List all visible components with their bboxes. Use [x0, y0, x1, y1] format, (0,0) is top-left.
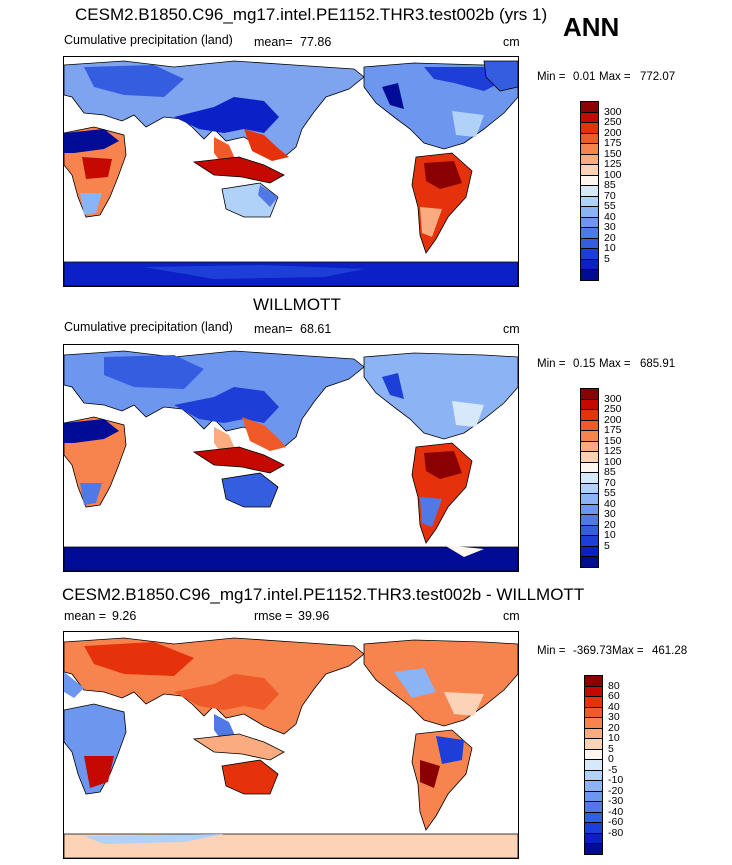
colorbar-tick-label: 40 — [604, 210, 616, 223]
colorbar-tick-label: -10 — [608, 774, 624, 786]
colorbar-tick-label: 100 — [604, 168, 622, 181]
panel1-colorbar: 300 250 200 175 150 125 100 85 70 55 40 30 20 10 5 — [580, 101, 640, 281]
panel2-max-value: 685.91 — [640, 358, 676, 370]
colorbar-tick-label: 85 — [604, 466, 616, 478]
panel2-map-canvas — [64, 350, 518, 571]
season-label: ANN — [563, 12, 620, 42]
colorbar-tick-label: 55 — [604, 200, 616, 212]
colorbar-tick-label: 20 — [608, 721, 620, 734]
colorbar-tick-label: 5 — [604, 252, 610, 265]
panel1-min-value: 0.01 — [573, 71, 596, 83]
colorbar-tick-label: 20 — [604, 231, 616, 244]
panel3-rmse-value: 39.96 — [298, 609, 330, 623]
panel1-map — [63, 56, 519, 287]
colorbar-swatch — [580, 556, 599, 568]
panel3-colorbar: 80 60 40 30 20 10 5 0 -5 -10 -20 -30 -40 -60 -80 — [584, 675, 644, 855]
colorbar-tick-label: 100 — [604, 455, 622, 468]
colorbar-tick-label: 60 — [608, 690, 620, 702]
panel3-max-label: Max = — [612, 645, 644, 657]
panel2-variable-label: Cumulative precipitation (land) — [64, 320, 233, 334]
panel1-units: cm — [503, 35, 520, 49]
colorbar-tick-label: 30 — [604, 221, 616, 233]
colorbar-tick-label: 150 — [604, 147, 622, 160]
panel3-min-value: -369.73 — [573, 645, 613, 657]
panel2-min-label: Min = — [537, 358, 566, 370]
panel1-max-value: 772.07 — [640, 71, 676, 83]
panel3-map — [63, 631, 519, 859]
panel1-mean-label: mean= — [254, 35, 293, 49]
panel3-map-canvas — [64, 637, 518, 858]
panel3-mean-label: mean = — [64, 609, 107, 623]
colorbar-tick-label: -80 — [608, 826, 624, 839]
colorbar-tick-label: 85 — [604, 179, 616, 191]
panel1-title: CESM2.B1850.C96_mg17.intel.PE1152.THR3.t… — [75, 5, 548, 24]
panel3-min-label: Min = — [537, 645, 566, 657]
colorbar-tick-label: -30 — [608, 795, 624, 807]
colorbar-tick-label: 30 — [604, 508, 616, 520]
panel2-units: cm — [503, 322, 520, 336]
colorbar-tick-label: 175 — [604, 424, 622, 436]
panel2-mean-label: mean= — [254, 322, 293, 336]
colorbar-tick-label: -60 — [608, 816, 624, 828]
colorbar-tick-label: 125 — [604, 158, 622, 170]
colorbar-tick-label: 10 — [604, 242, 616, 254]
colorbar-tick-label: 55 — [604, 487, 616, 499]
colorbar-tick-label: 5 — [604, 539, 610, 552]
colorbar-tick-label: 10 — [608, 732, 620, 744]
panel2-mean-value: 68.61 — [300, 322, 332, 336]
colorbar-tick-label: 80 — [608, 679, 620, 692]
panel2-title: WILLMOTT — [253, 295, 341, 314]
colorbar-tick-label: 150 — [604, 434, 622, 447]
colorbar-tick-label: 200 — [604, 126, 622, 139]
colorbar-tick-label: 10 — [604, 529, 616, 541]
colorbar-swatch — [584, 843, 603, 855]
panel3-mean-value: 9.26 — [112, 609, 137, 623]
colorbar-tick-label: 70 — [604, 189, 616, 202]
colorbar-tick-label: 200 — [604, 413, 622, 426]
panel3-title: CESM2.B1850.C96_mg17.intel.PE1152.THR3.t… — [62, 585, 585, 604]
colorbar-tick-label: -20 — [608, 784, 624, 797]
panel2-map — [63, 344, 519, 572]
panel2-min-value: 0.15 — [573, 358, 596, 370]
colorbar-tick-label: 5 — [608, 742, 614, 755]
panel1-min-label: Min = — [537, 71, 566, 83]
colorbar-tick-label: 0 — [608, 753, 614, 765]
colorbar-tick-label: 40 — [608, 700, 620, 713]
panel3-units: cm — [503, 609, 520, 623]
colorbar-tick-label: -5 — [608, 763, 618, 776]
colorbar-tick-label: 70 — [604, 476, 616, 489]
colorbar-tick-label: 300 — [604, 105, 622, 118]
colorbar-tick-label: 125 — [604, 445, 622, 457]
colorbar-tick-label: 20 — [604, 518, 616, 531]
colorbar-tick-label: -40 — [608, 805, 624, 818]
panel1-max-label: Max = — [599, 71, 631, 83]
panel3-rmse-label: rmse = — [254, 609, 293, 623]
panel2-max-label: Max = — [599, 358, 631, 370]
panel2-colorbar: 300 250 200 175 150 125 100 85 70 55 40 30 20 10 5 — [580, 388, 640, 568]
colorbar-tick-label: 175 — [604, 137, 622, 149]
colorbar-tick-label: 250 — [604, 116, 622, 128]
colorbar-tick-label: 30 — [608, 711, 620, 723]
colorbar-swatch — [580, 269, 599, 281]
panel1-variable-label: Cumulative precipitation (land) — [64, 33, 233, 47]
panel1-mean-value: 77.86 — [300, 35, 332, 49]
panel1-map-canvas — [64, 60, 518, 286]
colorbar-tick-label: 40 — [604, 497, 616, 510]
panel3-max-value: 461.28 — [652, 645, 688, 657]
colorbar-tick-label: 300 — [604, 392, 622, 405]
colorbar-tick-label: 250 — [604, 403, 622, 415]
